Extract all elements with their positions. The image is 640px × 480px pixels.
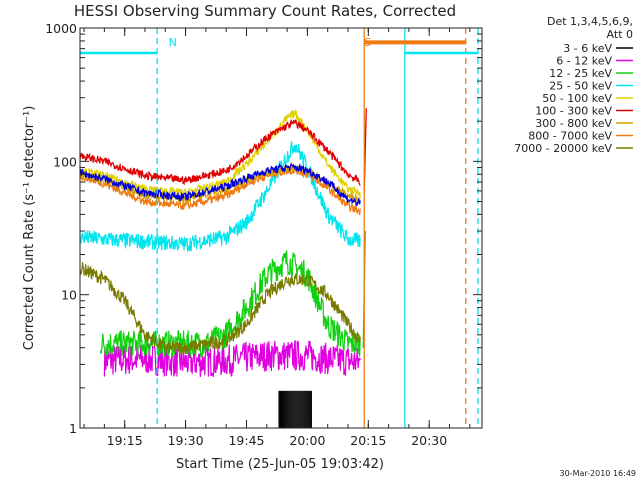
x-tick-label: 19:45: [228, 433, 264, 448]
x-axis-label: Start Time (25-Jun-05 19:03:42): [176, 457, 384, 472]
x-tick-label: 19:30: [168, 433, 204, 448]
flag-label: N: [169, 36, 177, 49]
plot-frame: [79, 27, 483, 429]
legend-label: 7000 - 20000 keV: [514, 142, 612, 155]
legend-label: 25 - 50 keV: [549, 80, 612, 93]
y-axis-label: Corrected Count Rate (s⁻¹ detector⁻¹): [22, 106, 37, 351]
legend-header-line2: Att 0: [607, 28, 633, 41]
x-axis-ticks: 19:15 19:30 19:45 20:00 20:15 20:30: [83, 28, 471, 448]
series-7000-20000-kev: [80, 262, 361, 355]
y-axis-ticks: 1 10 100 1000: [45, 21, 482, 436]
legend-label: 50 - 100 keV: [542, 92, 612, 105]
series-12-25-kev: [99, 250, 361, 358]
x-tick-label: 20:30: [411, 433, 447, 448]
y-tick-label: 10: [61, 288, 77, 303]
chart-title: HESSI Observing Summary Count Rates, Cor…: [74, 2, 456, 20]
legend-label: 6 - 12 keV: [556, 55, 612, 68]
legend-label: 3 - 6 keV: [563, 42, 612, 55]
series-6-12-kev: [103, 340, 361, 378]
x-tick-label: 20:00: [289, 433, 325, 448]
series-layer: [80, 108, 367, 428]
flag-label: S: [364, 36, 371, 49]
y-tick-label: 100: [53, 154, 77, 169]
series-100-300-kev: [80, 119, 361, 186]
legend-label: 100 - 300 keV: [535, 105, 612, 118]
series-blue: [80, 162, 361, 208]
legend-label: 12 - 25 keV: [549, 67, 612, 80]
x-tick-label: 20:15: [350, 433, 386, 448]
timestamp-footer: 30-Mar-2010 16:49: [560, 469, 637, 478]
y-tick-label: 1: [69, 421, 77, 436]
legend-label: 800 - 7000 keV: [528, 130, 612, 143]
y-tick-label: 1000: [45, 21, 77, 36]
legend-header-line1: Det 1,3,4,5,6,9,: [547, 15, 633, 28]
legend-label: 300 - 800 keV: [535, 117, 612, 130]
x-tick-label: 19:15: [107, 433, 143, 448]
